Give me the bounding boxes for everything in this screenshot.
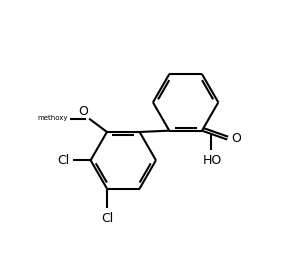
Text: O: O bbox=[78, 105, 88, 118]
Text: methoxy: methoxy bbox=[38, 115, 68, 121]
Text: O: O bbox=[232, 132, 242, 145]
Text: Cl: Cl bbox=[57, 154, 69, 167]
Text: HO: HO bbox=[203, 154, 222, 167]
Text: Cl: Cl bbox=[101, 212, 113, 225]
